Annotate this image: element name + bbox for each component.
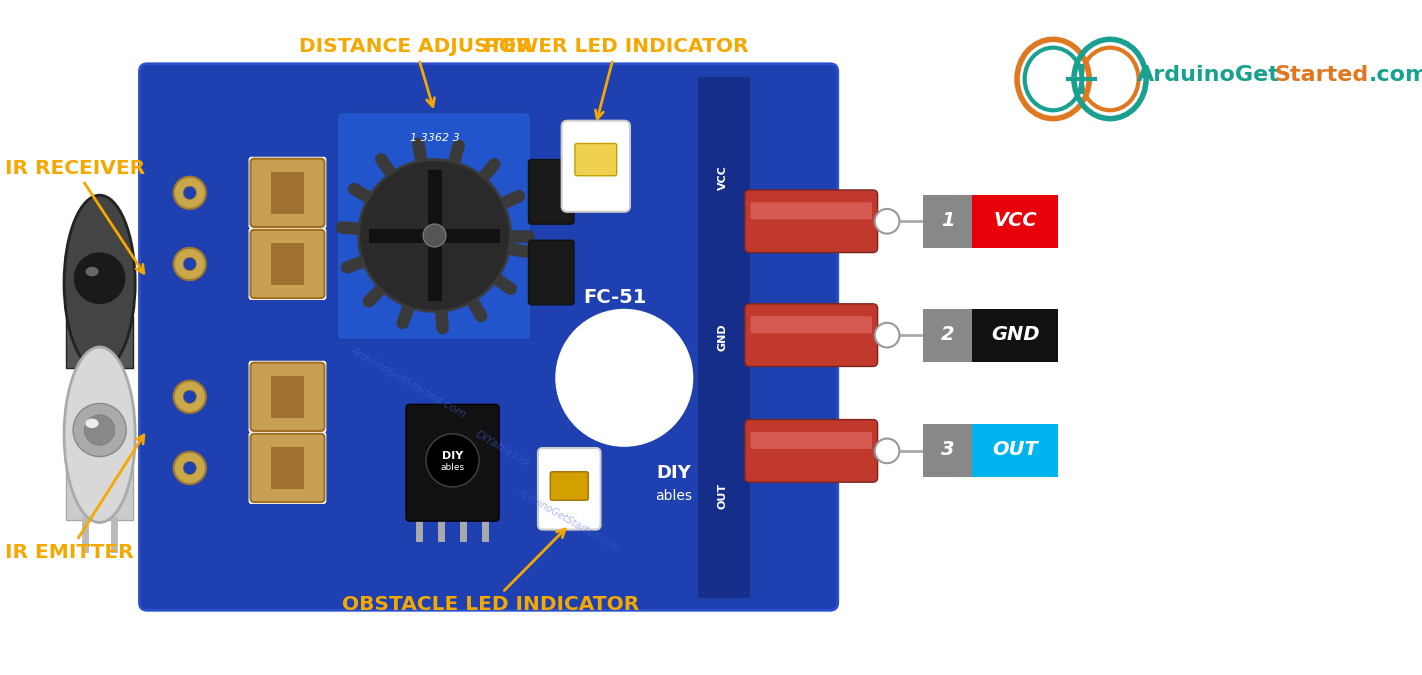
- FancyBboxPatch shape: [529, 240, 574, 305]
- FancyBboxPatch shape: [249, 228, 327, 300]
- FancyBboxPatch shape: [745, 190, 877, 252]
- Text: 3: 3: [941, 440, 954, 460]
- Circle shape: [424, 224, 447, 247]
- FancyBboxPatch shape: [529, 159, 574, 224]
- Circle shape: [183, 461, 196, 475]
- Circle shape: [173, 177, 206, 209]
- FancyBboxPatch shape: [337, 112, 532, 340]
- FancyBboxPatch shape: [250, 159, 324, 227]
- FancyBboxPatch shape: [67, 316, 132, 369]
- Circle shape: [875, 323, 900, 348]
- Text: DIYables.io: DIYables.io: [474, 429, 532, 468]
- FancyBboxPatch shape: [923, 308, 973, 362]
- Circle shape: [183, 186, 196, 199]
- FancyBboxPatch shape: [697, 76, 749, 598]
- FancyBboxPatch shape: [751, 432, 872, 449]
- FancyBboxPatch shape: [249, 157, 327, 229]
- Circle shape: [183, 390, 196, 404]
- Circle shape: [427, 434, 479, 487]
- Text: .com: .com: [1369, 65, 1422, 85]
- Text: OUT: OUT: [718, 483, 728, 510]
- FancyBboxPatch shape: [562, 121, 630, 212]
- FancyBboxPatch shape: [973, 194, 1058, 248]
- Text: POWER LED INDICATOR: POWER LED INDICATOR: [483, 37, 748, 119]
- Text: FC-51: FC-51: [583, 288, 647, 306]
- FancyBboxPatch shape: [272, 172, 304, 214]
- Text: ables: ables: [441, 464, 465, 472]
- Text: DIY: DIY: [656, 464, 691, 482]
- FancyBboxPatch shape: [973, 425, 1058, 477]
- Ellipse shape: [85, 267, 98, 276]
- Text: ArduinoGetStarted.com: ArduinoGetStarted.com: [516, 487, 621, 554]
- FancyBboxPatch shape: [973, 308, 1058, 362]
- Circle shape: [173, 248, 206, 280]
- Circle shape: [84, 415, 115, 446]
- Circle shape: [875, 209, 900, 234]
- FancyBboxPatch shape: [745, 420, 877, 482]
- Text: 1: 1: [941, 211, 954, 230]
- Text: ArduinoGet: ArduinoGet: [1136, 65, 1280, 85]
- Circle shape: [73, 252, 127, 305]
- Circle shape: [183, 257, 196, 271]
- Text: 2: 2: [941, 325, 954, 344]
- FancyBboxPatch shape: [272, 447, 304, 489]
- Text: ables: ables: [656, 489, 693, 504]
- FancyBboxPatch shape: [538, 448, 600, 530]
- FancyBboxPatch shape: [751, 202, 872, 219]
- Circle shape: [173, 452, 206, 484]
- Text: 1 3362 3: 1 3362 3: [410, 133, 459, 143]
- FancyBboxPatch shape: [272, 243, 304, 285]
- FancyBboxPatch shape: [250, 434, 324, 502]
- FancyBboxPatch shape: [67, 468, 132, 520]
- Text: OUT: OUT: [993, 440, 1038, 460]
- Text: ArduinoGetStarted.com: ArduinoGetStarted.com: [348, 346, 468, 420]
- FancyBboxPatch shape: [574, 144, 617, 176]
- FancyBboxPatch shape: [550, 472, 589, 500]
- Text: IR RECEIVER: IR RECEIVER: [4, 159, 145, 273]
- Text: GND: GND: [718, 323, 728, 351]
- FancyBboxPatch shape: [745, 304, 877, 367]
- Circle shape: [556, 310, 693, 446]
- Circle shape: [358, 159, 510, 311]
- FancyBboxPatch shape: [250, 362, 324, 431]
- FancyBboxPatch shape: [407, 404, 499, 521]
- FancyBboxPatch shape: [139, 63, 838, 610]
- FancyBboxPatch shape: [923, 425, 973, 477]
- FancyBboxPatch shape: [923, 194, 973, 248]
- Text: DIY: DIY: [442, 451, 464, 460]
- Text: DISTANCE ADJUSTER: DISTANCE ADJUSTER: [299, 37, 532, 107]
- Ellipse shape: [64, 195, 135, 371]
- Circle shape: [173, 381, 206, 413]
- Text: VCC: VCC: [994, 211, 1037, 230]
- FancyBboxPatch shape: [249, 360, 327, 433]
- Text: VCC: VCC: [718, 165, 728, 190]
- FancyBboxPatch shape: [751, 316, 872, 333]
- FancyBboxPatch shape: [249, 432, 327, 504]
- Ellipse shape: [85, 418, 98, 428]
- FancyBboxPatch shape: [250, 230, 324, 298]
- Text: OBSTACLE LED INDICATOR: OBSTACLE LED INDICATOR: [341, 529, 638, 614]
- Circle shape: [73, 404, 127, 456]
- FancyBboxPatch shape: [272, 376, 304, 418]
- Text: IR EMITTER: IR EMITTER: [4, 435, 144, 562]
- Circle shape: [875, 439, 900, 463]
- Ellipse shape: [64, 347, 135, 522]
- Text: GND: GND: [991, 325, 1039, 344]
- Text: Started: Started: [1274, 65, 1368, 85]
